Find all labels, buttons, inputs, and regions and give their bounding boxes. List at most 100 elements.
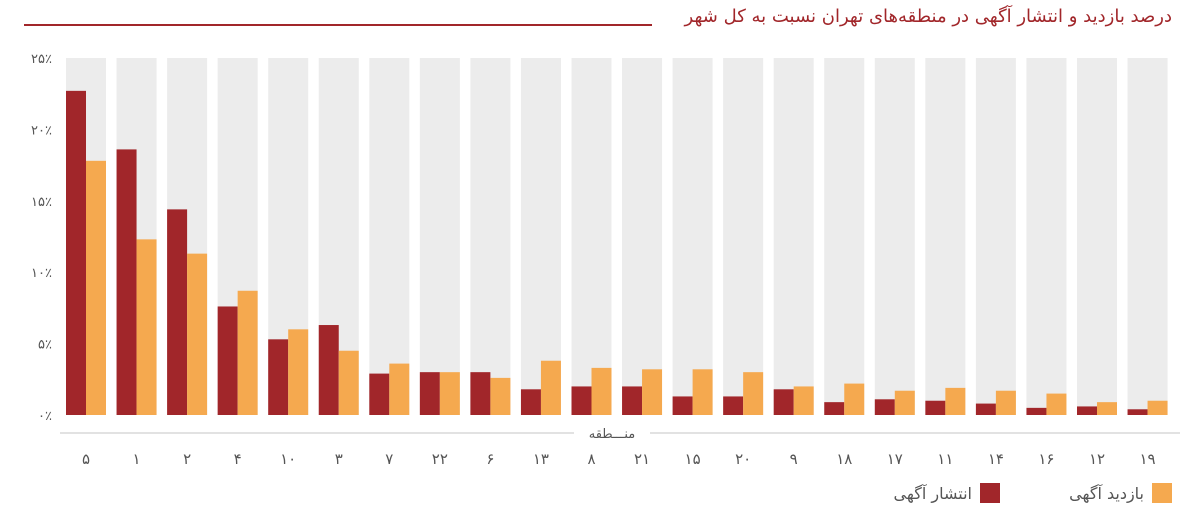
x-tick-label: ۵ bbox=[82, 450, 90, 468]
bar-visit bbox=[439, 372, 460, 415]
category-band bbox=[470, 58, 511, 415]
bar-visit bbox=[793, 386, 814, 415]
y-tick-label: ۱۰٪ bbox=[31, 266, 52, 281]
bar-visit bbox=[692, 369, 713, 415]
y-tick-label: ۰٪ bbox=[38, 409, 52, 424]
x-tick-label: ۲۲ bbox=[432, 450, 448, 468]
x-tick-label: ۱۰ bbox=[280, 450, 296, 468]
bar-visit bbox=[1097, 402, 1117, 415]
category-band bbox=[1127, 58, 1168, 415]
x-tick-label: ۱۶ bbox=[1038, 450, 1054, 468]
bar-visit bbox=[86, 160, 106, 415]
category-band bbox=[925, 58, 966, 415]
category-band bbox=[723, 58, 764, 415]
x-tick-label: ۳ bbox=[335, 450, 343, 468]
bar-publish bbox=[520, 389, 541, 415]
bar-publish bbox=[217, 306, 238, 415]
chart-title: درصد بازدید و انتشار آگهی در منطقه‌های ت… bbox=[684, 6, 1172, 27]
bar-visit bbox=[591, 367, 612, 415]
x-tick-label: ۱۵ bbox=[685, 450, 701, 468]
legend-swatch-visit bbox=[1152, 483, 1172, 503]
category-band bbox=[419, 58, 460, 415]
y-tick-label: ۱۵٪ bbox=[31, 195, 52, 210]
bar-publish bbox=[723, 396, 744, 415]
category-band bbox=[672, 58, 713, 415]
bar-visit bbox=[389, 363, 410, 415]
bar-visit bbox=[642, 369, 663, 415]
x-tick-label: ۱۲ bbox=[1089, 450, 1105, 468]
bar-visit bbox=[136, 239, 157, 415]
bar-publish bbox=[66, 90, 86, 416]
bar-publish bbox=[672, 396, 693, 415]
bar-visit bbox=[540, 360, 561, 415]
x-tick-label: ۱۹ bbox=[1139, 450, 1155, 468]
category-band bbox=[1077, 58, 1117, 415]
bar-publish bbox=[773, 389, 794, 415]
x-tick-label: ۲ bbox=[183, 450, 191, 468]
bar-chart: ۰٪۵٪۱۰٪۱۵٪۲۰٪۲۵٪ ۵ ۱ ۲ ۴ ۱۰ ۳ ۷ ۲۲ ۶ ۱۳ ۸ ۲۱ ۱۵ ۲۰ ۹ ۱۸… bbox=[31, 52, 1180, 468]
legend-label-visit: بازدید آگهی bbox=[1069, 483, 1144, 503]
x-tick-label: ۶ bbox=[486, 450, 494, 468]
x-tick-label: ۱۴ bbox=[988, 450, 1004, 468]
bar-visit bbox=[187, 253, 208, 415]
bar-visit bbox=[490, 377, 511, 415]
bar-publish bbox=[116, 149, 137, 415]
x-tick-label: ۱ bbox=[133, 450, 141, 468]
x-tick-label: ۱۱ bbox=[937, 450, 953, 468]
bar-publish bbox=[571, 386, 592, 415]
bar-visit bbox=[1147, 400, 1168, 415]
x-tick-label: ۴ bbox=[234, 450, 242, 468]
bar-publish bbox=[419, 372, 440, 415]
bar-publish bbox=[167, 209, 188, 415]
legend-label-publish: انتشار آگهی bbox=[893, 483, 972, 503]
bar-publish bbox=[369, 373, 390, 415]
category-band bbox=[874, 58, 915, 415]
bar-publish bbox=[874, 399, 895, 415]
y-tick-label: ۲۰٪ bbox=[31, 123, 52, 138]
bar-visit bbox=[237, 290, 258, 415]
x-tick-label: ۸ bbox=[587, 450, 595, 468]
bar-visit bbox=[894, 390, 915, 415]
x-tick-label: ۱۸ bbox=[836, 450, 852, 468]
bar-publish bbox=[622, 386, 643, 415]
legend-item-publish: انتشار آگهی bbox=[894, 478, 1000, 508]
category-band bbox=[975, 58, 1016, 415]
category-band bbox=[369, 58, 410, 415]
bar-publish bbox=[318, 325, 339, 415]
category-band bbox=[571, 58, 612, 415]
title-underline bbox=[24, 24, 652, 26]
x-tick-label: ۱۳ bbox=[533, 450, 549, 468]
category-band bbox=[773, 58, 814, 415]
bar-publish bbox=[1026, 407, 1047, 415]
bar-publish bbox=[1077, 406, 1097, 415]
bar-visit bbox=[1046, 393, 1067, 415]
category-band bbox=[622, 58, 663, 415]
bar-publish bbox=[1127, 409, 1148, 415]
x-axis-label: منـــطقه bbox=[589, 427, 636, 442]
bar-publish bbox=[824, 402, 845, 415]
y-tick-label: ۲۵٪ bbox=[31, 52, 52, 67]
bar-publish bbox=[975, 403, 996, 415]
bar-publish bbox=[268, 339, 289, 415]
x-tick-label: ۱۷ bbox=[887, 450, 903, 468]
y-tick-label: ۵٪ bbox=[38, 338, 52, 353]
legend-item-visit: بازدید آگهی bbox=[1069, 478, 1172, 508]
legend: بازدید آگهی انتشار آگهی bbox=[0, 478, 1200, 508]
legend-swatch-publish bbox=[980, 483, 1000, 503]
bar-visit bbox=[844, 383, 865, 415]
x-tick-label: ۹ bbox=[790, 450, 798, 468]
category-band bbox=[520, 58, 561, 415]
x-tick-label: ۲۱ bbox=[634, 450, 650, 468]
bar-publish bbox=[470, 372, 491, 415]
x-tick-label: ۷ bbox=[385, 450, 393, 468]
category-band bbox=[824, 58, 865, 415]
bar-visit bbox=[288, 329, 309, 415]
bar-visit bbox=[743, 372, 764, 415]
bar-visit bbox=[945, 387, 966, 415]
bar-publish bbox=[925, 400, 946, 415]
x-tick-label: ۲۰ bbox=[735, 450, 751, 468]
category-band bbox=[1026, 58, 1067, 415]
bar-visit bbox=[995, 390, 1016, 415]
x-axis-label-backdrop bbox=[574, 424, 650, 442]
bar-visit bbox=[338, 350, 359, 415]
